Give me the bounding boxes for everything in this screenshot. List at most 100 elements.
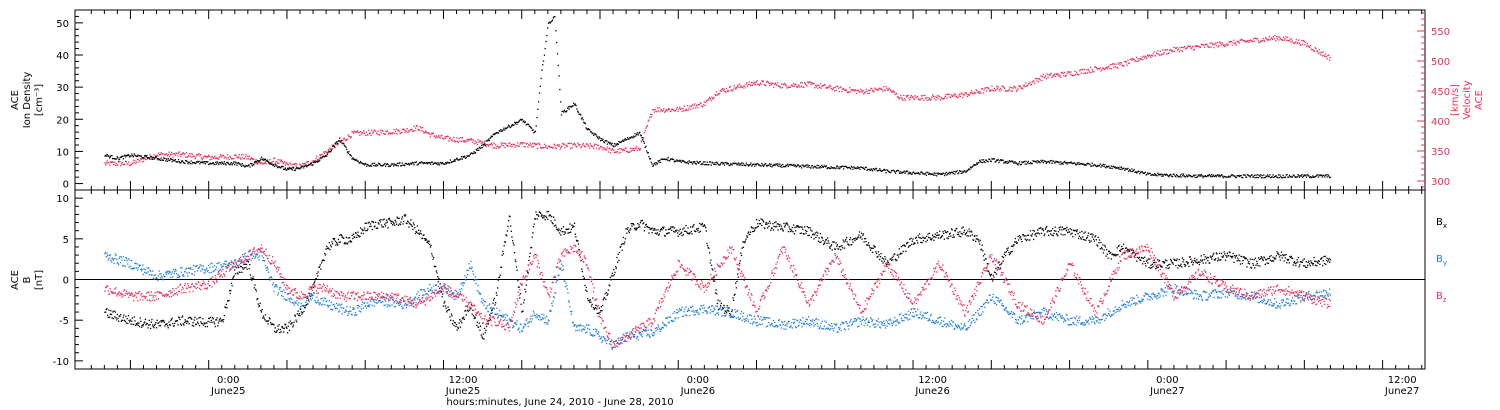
density-series-point-345 (372, 162, 374, 164)
bx-series-point-1759 (1251, 258, 1253, 260)
density-series-point-535 (521, 119, 523, 121)
velocity-series-point-1430 (1226, 44, 1229, 46)
velocity-series-point-575 (554, 144, 556, 146)
density-series-point-974 (862, 167, 864, 169)
density-series-point-67 (156, 157, 158, 160)
density-series-point-946 (840, 166, 842, 168)
density-series-point-393 (410, 162, 412, 164)
density-series-point-478 (477, 147, 479, 150)
bx-series-point-47 (135, 324, 137, 327)
bx-series-point-1683 (1202, 259, 1204, 261)
velocity-series-point-456 (460, 137, 462, 139)
velocity-series-point-1174 (1024, 85, 1026, 88)
density-series-point-1080 (946, 174, 948, 176)
velocity-series-point-1343 (1158, 53, 1160, 55)
bx-series-point-1039 (782, 229, 784, 231)
bx-series-point-884 (680, 231, 683, 233)
bx-series-point-1010 (763, 221, 765, 223)
velocity-series-point-979 (871, 88, 873, 90)
bx-series-point-1170 (867, 244, 869, 246)
density-series-point-1155 (1004, 161, 1006, 163)
velocity-series-point-960 (856, 92, 858, 95)
bx-series-point-1209 (892, 255, 895, 257)
density-series-point-1064 (933, 172, 935, 174)
bx-series-point-610 (502, 250, 504, 253)
velocity-series-point-785 (718, 93, 720, 95)
density-series-point-1192 (1034, 160, 1036, 163)
velocity-series-point-285 (326, 152, 329, 154)
density-series-point-454 (458, 159, 460, 161)
density-series-point-870 (781, 166, 783, 168)
bx-series-point-1485 (1072, 229, 1075, 231)
density-series-point-1379 (1181, 173, 1183, 175)
density-series-point-450 (455, 158, 457, 161)
velocity-series-point-861 (777, 85, 780, 87)
velocity-series-point-643 (607, 151, 609, 153)
density-series-point-291 (330, 149, 332, 151)
bx-series-point-1550 (1115, 255, 1117, 257)
velocity-series-point-868 (783, 84, 785, 86)
bx-series-point-1240 (913, 243, 915, 245)
velocity-series-point-743 (685, 108, 687, 110)
bx-series-point-1063 (797, 225, 799, 227)
density-series-point-183 (247, 164, 250, 166)
bx-series-point-38 (129, 321, 131, 323)
density-series-point-716 (661, 158, 663, 160)
velocity-series-point-800 (729, 85, 731, 88)
density-series-point-295 (333, 145, 336, 148)
bx-series-point-1437 (1041, 228, 1043, 231)
bx-series-point-914 (700, 224, 702, 226)
bx-series-point-548 (461, 317, 463, 319)
velocity-series-point-1047 (924, 94, 926, 96)
density-series-point-738 (678, 160, 680, 162)
bx-series-point-220 (247, 261, 250, 263)
density-series-point-766 (700, 164, 702, 166)
bx-series-point-84 (159, 321, 161, 323)
bx-series-point-889 (684, 230, 686, 232)
density-series-point-1290 (1111, 167, 1113, 170)
velocity-series-point-1505 (1286, 39, 1288, 41)
velocity-series-point-560 (542, 147, 544, 149)
bx-series-point-373 (347, 237, 349, 239)
velocity-series-point-1082 (951, 95, 954, 98)
velocity-series-point-989 (879, 87, 881, 89)
density-series-point-610 (580, 114, 582, 116)
velocity-series-point-1263 (1094, 66, 1097, 68)
density-series-point-1044 (917, 172, 920, 174)
velocity-series-point-1116 (978, 92, 980, 94)
density-series-point-1162 (1010, 161, 1012, 163)
bx-series-point-1492 (1077, 233, 1079, 235)
velocity-series-point-750 (690, 105, 693, 107)
bx-series-point-1662 (1188, 265, 1190, 268)
bx-series-point-126 (186, 320, 188, 322)
velocity-series-point-213 (271, 161, 273, 163)
bx-series-point-210 (241, 271, 243, 273)
density-series-point-850 (765, 165, 768, 167)
velocity-series-point-1375 (1183, 47, 1185, 49)
density-series-point-1198 (1038, 161, 1040, 163)
bx-series-point-118 (181, 316, 183, 318)
bx-series-point-581 (483, 338, 485, 340)
bx-series-point-1497 (1080, 238, 1082, 240)
velocity-series-point-557 (539, 146, 542, 148)
bx-series-point-498 (429, 243, 431, 246)
velocity-series-point-296 (335, 143, 337, 145)
density-series-point-151 (222, 163, 225, 165)
velocity-series-point-985 (875, 89, 878, 91)
density-series-point-990 (875, 167, 877, 169)
velocity-series-point-1410 (1211, 42, 1213, 44)
density-series-point-43 (137, 154, 139, 156)
velocity-series-point-976 (868, 92, 871, 94)
density-series-point-226 (280, 166, 283, 168)
velocity-series-point-1421 (1219, 42, 1222, 44)
bx-series-point-587 (487, 320, 489, 322)
bx-series-point-1731 (1233, 261, 1235, 263)
velocity-series-point-900 (808, 81, 810, 83)
density-series-point-293 (332, 145, 334, 148)
bx-series-point-1019 (768, 220, 771, 222)
density-series-point-1378 (1180, 176, 1182, 178)
density-series-point-633 (597, 138, 599, 140)
velocity-series-point-570 (550, 146, 552, 148)
density-series-point-490 (486, 140, 488, 142)
density-series-point-138 (212, 162, 214, 164)
